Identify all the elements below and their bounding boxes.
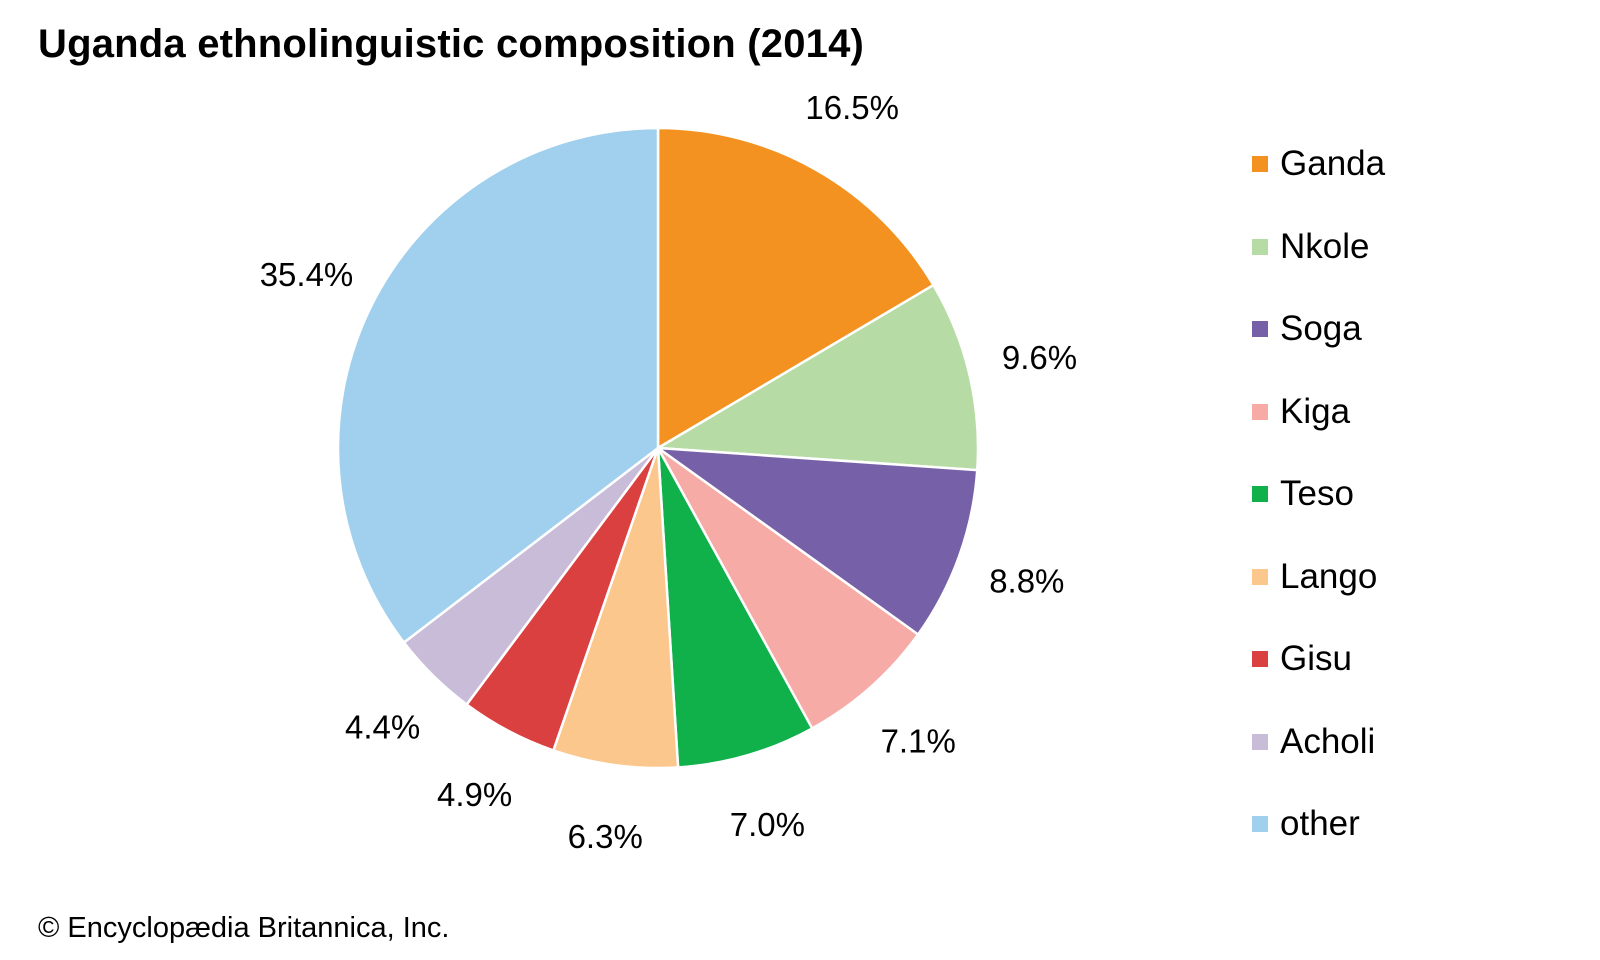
legend-swatch-soga [1252, 321, 1268, 338]
pie-value-labels: 16.5% 9.6% 8.8% 7.1% 7.0% 6.3% 4.9% 4.4% 35.4% [260, 89, 1077, 855]
pie-slice-ganda [656, 126, 935, 450]
legend-swatch-gisu [1252, 651, 1268, 668]
value-label-ganda: 16.5% [805, 89, 899, 126]
legend-item-lango: Lango [1252, 536, 1385, 619]
legend-label-gisu: Gisu [1280, 639, 1352, 679]
legend-swatch-teso [1252, 486, 1268, 503]
value-label-other: 35.4% [260, 256, 354, 293]
legend-item-teso: Teso [1252, 453, 1385, 536]
value-label-lango: 6.3% [568, 818, 643, 855]
legend-label-nkole: Nkole [1280, 226, 1370, 266]
pie-slice-kiga [656, 446, 920, 730]
legend-swatch-nkole [1252, 238, 1268, 255]
value-label-acholi: 4.4% [345, 708, 420, 745]
value-label-teso: 7.0% [730, 806, 805, 843]
legend-item-soga: Soga [1252, 288, 1385, 371]
pie-slice-nkole [656, 283, 980, 472]
pie-slice-teso [656, 446, 814, 769]
legend-item-gisu: Gisu [1252, 618, 1385, 701]
value-label-nkole: 9.6% [1002, 339, 1077, 376]
legend-label-ganda: Ganda [1280, 144, 1386, 184]
legend-swatch-acholi [1252, 733, 1268, 750]
legend-swatch-lango [1252, 568, 1268, 585]
chart-title: Uganda ethnolinguistic composition (2014… [38, 22, 865, 66]
pie-slice-other [336, 126, 660, 644]
copyright-credit: © Encyclopædia Britannica, Inc. [38, 912, 450, 944]
legend-item-ganda: Ganda [1252, 123, 1385, 206]
legend-swatch-other [1252, 816, 1268, 833]
pie-slice-lango [552, 446, 680, 770]
legend-item-kiga: Kiga [1252, 371, 1385, 454]
value-label-soga: 8.8% [989, 562, 1064, 599]
pie-slices [336, 126, 980, 770]
legend-item-acholi: Acholi [1252, 701, 1385, 784]
legend-label-lango: Lango [1280, 556, 1378, 596]
pie-slice-soga [656, 446, 979, 636]
legend-swatch-kiga [1252, 403, 1268, 420]
legend-swatch-ganda [1252, 156, 1268, 173]
legend-item-other: other [1252, 783, 1385, 866]
legend-label-teso: Teso [1280, 474, 1354, 514]
legend-label-other: other [1280, 804, 1360, 844]
legend-item-nkole: Nkole [1252, 206, 1385, 289]
legend-label-soga: Soga [1280, 309, 1362, 349]
legend-label-acholi: Acholi [1280, 721, 1376, 761]
legend-label-kiga: Kiga [1280, 391, 1351, 431]
value-label-kiga: 7.1% [881, 723, 956, 760]
legend: Ganda Nkole Soga Kiga Teso Lango Gisu Acholi oth… [1252, 123, 1385, 866]
value-label-gisu: 4.9% [437, 776, 512, 813]
